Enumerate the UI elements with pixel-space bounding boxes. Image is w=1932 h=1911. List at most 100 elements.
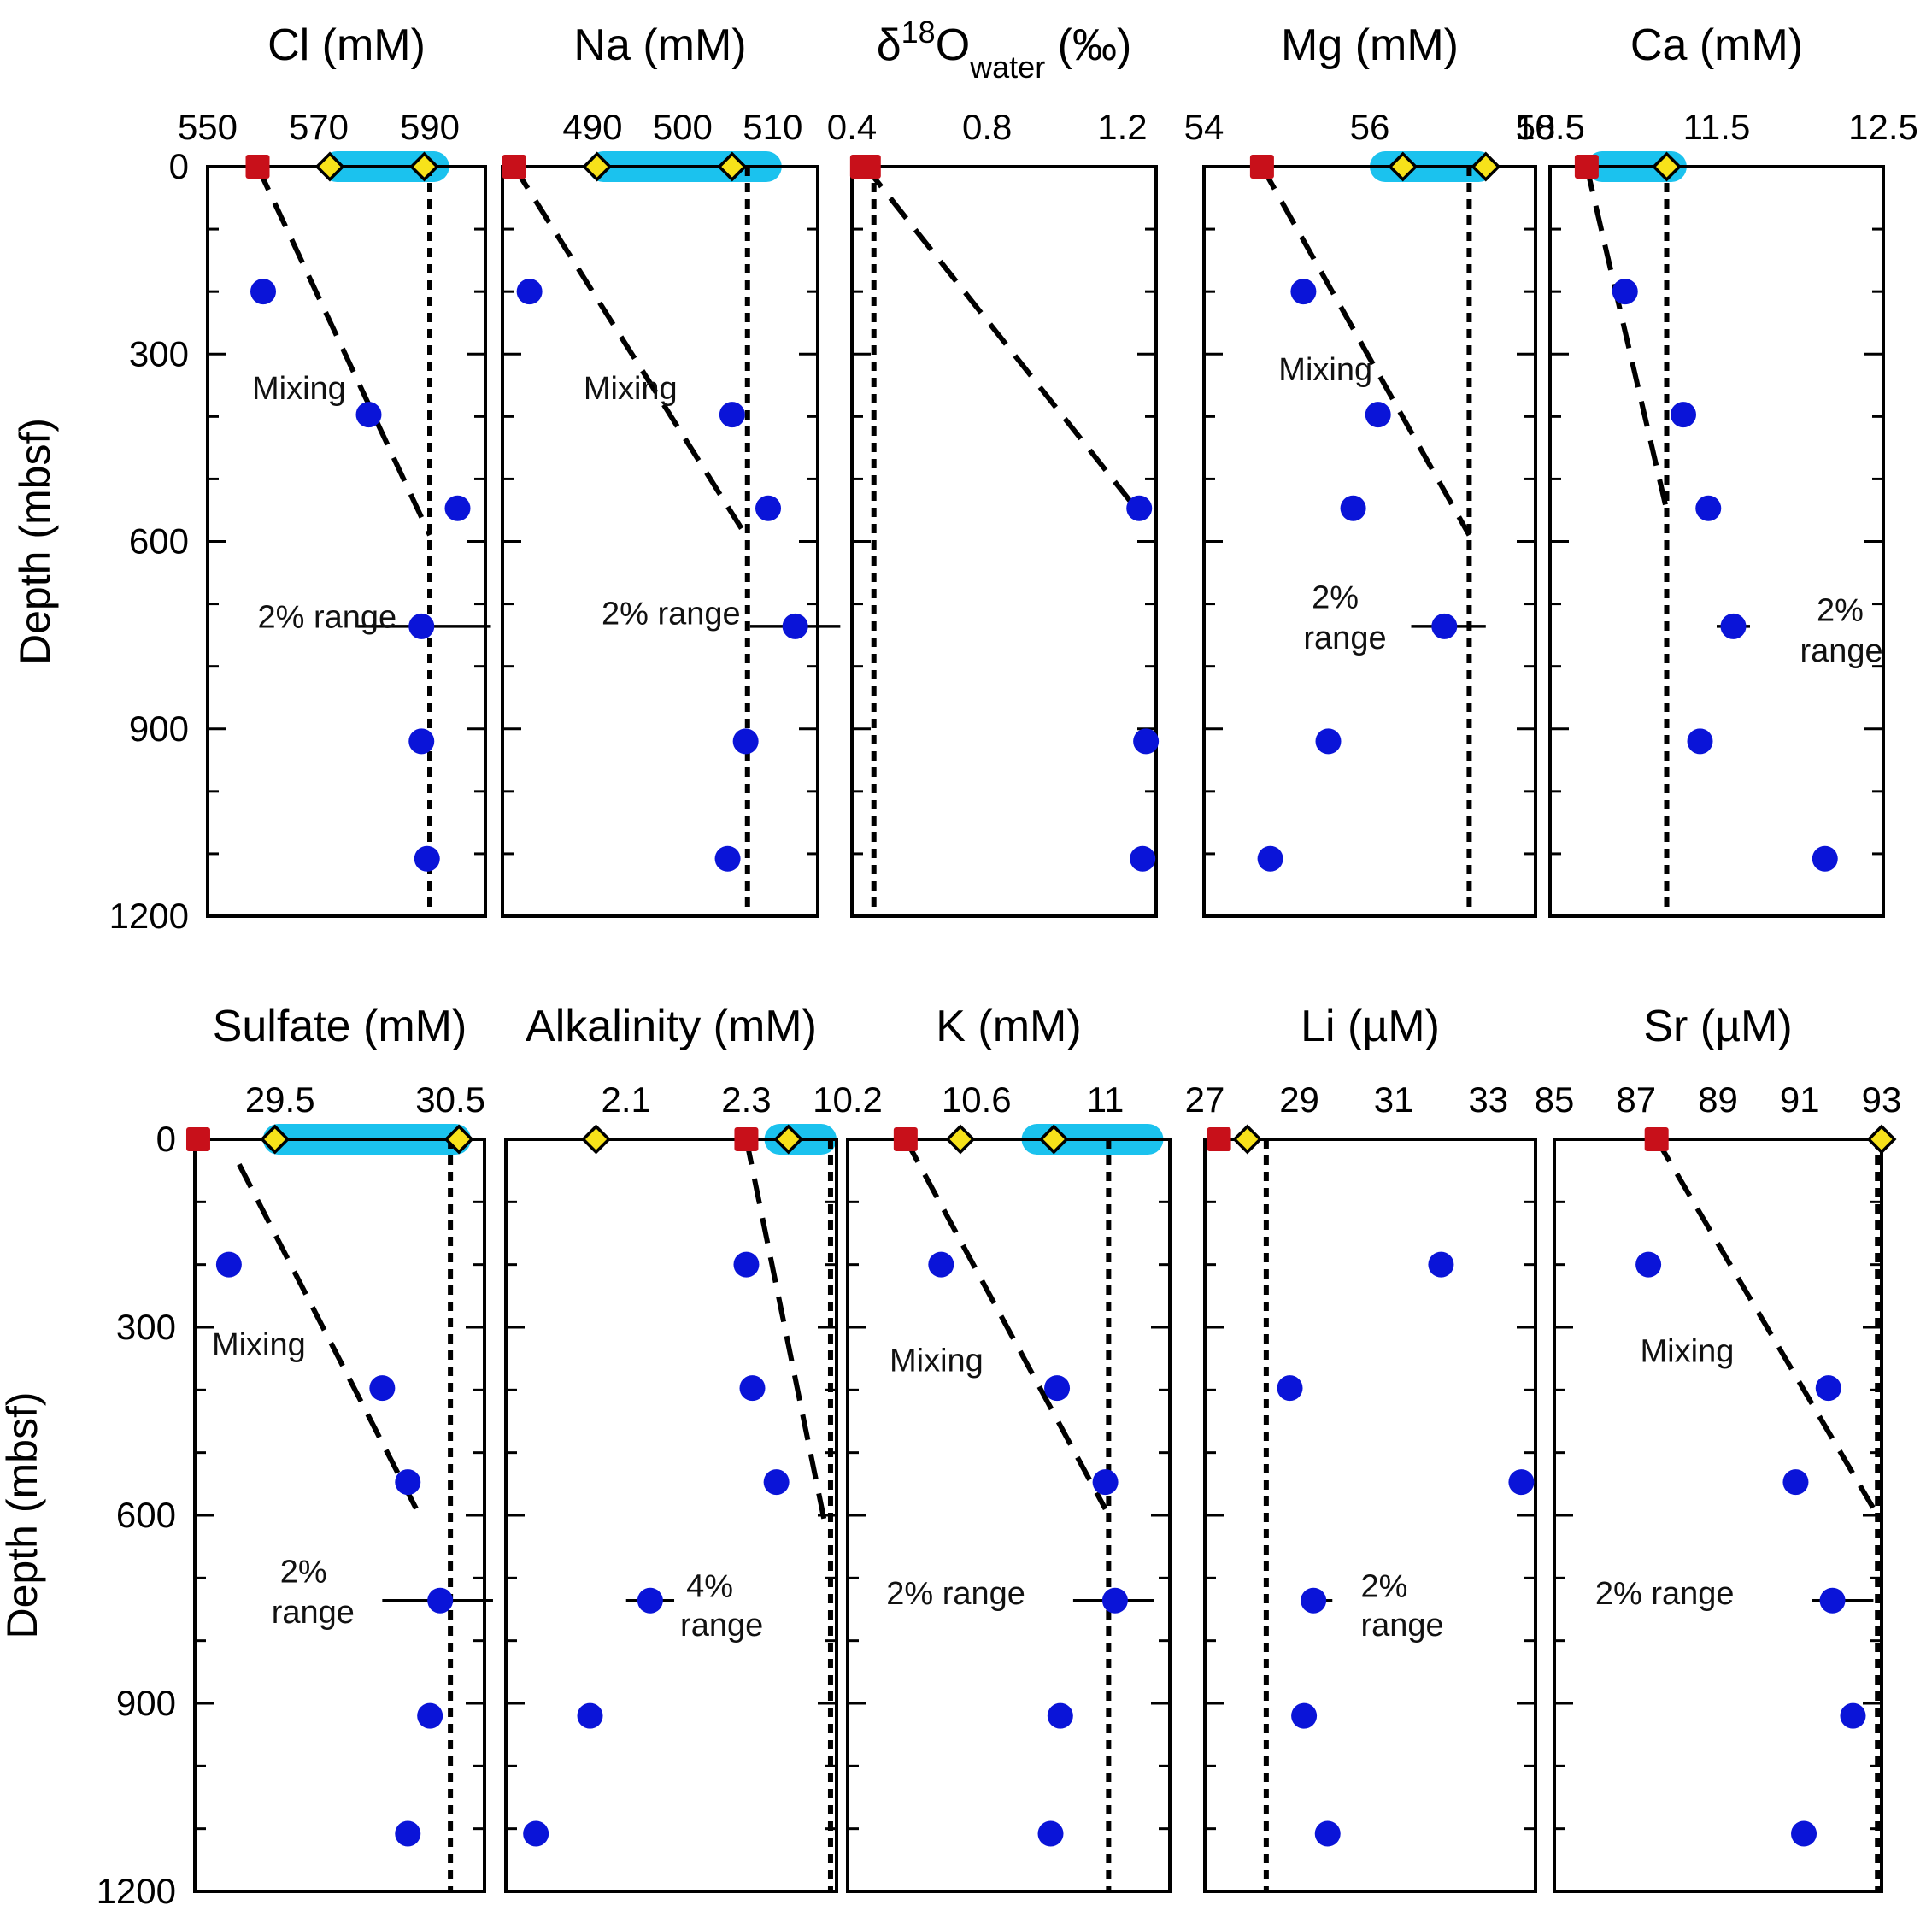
annotation: 2% range: [886, 1576, 1025, 1612]
measured-point: [1819, 1587, 1846, 1614]
mixing-line: [237, 1162, 419, 1511]
measured-point: [250, 279, 276, 305]
x-tick-label: 2.3: [721, 1079, 771, 1120]
annotation: range: [1303, 620, 1386, 656]
measured-point: [1314, 1820, 1341, 1847]
x-tick-label: 500: [653, 107, 713, 147]
annotation: 2% range: [258, 599, 397, 635]
measured-point: [577, 1702, 603, 1729]
reference-diamond: [1866, 1124, 1897, 1155]
measured-point: [739, 1375, 766, 1402]
measured-point: [516, 279, 543, 305]
measured-point: [369, 1375, 396, 1402]
measured-point: [1133, 728, 1160, 755]
y-axis-label: Depth (mbsf): [0, 1392, 46, 1639]
mixing-line: [1260, 165, 1472, 537]
measured-point: [1431, 613, 1458, 639]
panel-1: Cl (mM) 0 300 600 900 1200 Depth (mbsf) 550 570 5…: [11, 21, 491, 936]
x-tick-label: 58: [1516, 107, 1556, 147]
reference-diamond: [409, 151, 439, 182]
y-tick-label: 600: [116, 1495, 176, 1535]
x-tick-label: 11.5: [1683, 107, 1751, 147]
x-tick-label: 510: [743, 107, 802, 147]
x-tick-label: 27: [1185, 1079, 1225, 1120]
x-tick-label: 550: [178, 107, 238, 147]
reference-square: [245, 155, 270, 179]
measured-point: [1720, 613, 1747, 639]
panel-10: Sr (µM) 85 87 89 91 93 Mixing 2% range: [1535, 1002, 1902, 1893]
x-tick-label: 11: [1087, 1079, 1125, 1120]
x-tick-label: 93: [1862, 1079, 1902, 1120]
x-tick-label: 0.8: [962, 107, 1012, 147]
panel-9: Li (µM) 27 29 31 33 2% range: [1185, 1002, 1537, 1893]
measured-point: [1126, 495, 1153, 521]
panel-title: K (mM): [936, 1002, 1081, 1051]
reference-square: [1644, 1127, 1669, 1151]
panel-title: Na (mM): [573, 21, 746, 70]
y-tick-label: 1200: [109, 896, 189, 936]
annotation: 2%: [280, 1554, 327, 1590]
measured-point: [732, 728, 759, 755]
measured-point: [1315, 728, 1342, 755]
measured-point: [1037, 1820, 1064, 1847]
panel-title: Cl (mM): [267, 21, 426, 70]
reference-square: [893, 1127, 918, 1151]
reference-square: [185, 1127, 210, 1151]
y-tick-label: 0: [156, 1119, 176, 1159]
annotation: range: [272, 1595, 355, 1631]
panel-title: Sulfate (mM): [213, 1002, 467, 1051]
measured-point: [637, 1587, 663, 1614]
x-tick-label: 10.6: [942, 1079, 1012, 1120]
y-tick-label: 900: [116, 1683, 176, 1723]
mixing-line: [512, 165, 749, 537]
panel-7: Alkalinity (mM) 2.1 2.3 4% range: [504, 1002, 838, 1893]
mixing-line: [1583, 166, 1670, 511]
x-tick-label: 33: [1468, 1079, 1508, 1120]
measured-point: [1791, 1820, 1817, 1847]
measured-point: [1290, 279, 1317, 305]
measured-point: [1092, 1469, 1119, 1496]
reference-diamond: [314, 151, 345, 182]
x-tick-label: 490: [562, 107, 622, 147]
reference-diamond: [773, 1124, 804, 1155]
measured-point: [1301, 1587, 1327, 1614]
x-tick-label: 30.5: [415, 1079, 485, 1120]
measured-point: [1635, 1251, 1662, 1278]
measured-point: [1291, 1702, 1318, 1729]
reference-diamond: [1038, 1124, 1069, 1155]
annotation: 2%: [1312, 580, 1359, 616]
mixing-line: [255, 165, 432, 537]
panel-frame: [1553, 1138, 1883, 1893]
measured-point: [408, 728, 435, 755]
measured-point: [427, 1587, 454, 1614]
panel-title: Alkalinity (mM): [526, 1002, 817, 1051]
annotation: 2%: [1817, 592, 1864, 628]
x-tick-label: 85: [1535, 1079, 1575, 1120]
panel-frame: [504, 1138, 838, 1893]
reference-square: [734, 1127, 759, 1151]
measured-point: [1365, 402, 1391, 428]
measured-point: [1508, 1469, 1535, 1496]
measured-point: [782, 613, 808, 639]
mixing-line: [1654, 1138, 1880, 1517]
annotation: 4%: [686, 1568, 733, 1604]
mixing-line: [863, 165, 1138, 510]
reference-square: [1207, 1127, 1231, 1151]
measured-point: [719, 402, 745, 428]
measured-point: [523, 1820, 549, 1847]
panel-frame: [1203, 1138, 1537, 1893]
annotation: 2%: [1360, 1568, 1407, 1604]
panel-frame: [1202, 165, 1537, 918]
measured-point: [928, 1251, 954, 1278]
mixing-line: [743, 1138, 827, 1522]
panel-frame: [1548, 165, 1885, 918]
measured-point: [733, 1251, 760, 1278]
y-axis-label: Depth (mbsf): [11, 418, 59, 665]
panel-frame: [193, 1138, 486, 1893]
annotation: 2% range: [1595, 1576, 1735, 1612]
reference-square: [1249, 155, 1274, 179]
x-tick-label: 87: [1616, 1079, 1656, 1120]
x-tick-label: 54: [1184, 107, 1224, 147]
y-tick-label: 0: [169, 146, 189, 186]
annotation: range: [1800, 633, 1883, 669]
